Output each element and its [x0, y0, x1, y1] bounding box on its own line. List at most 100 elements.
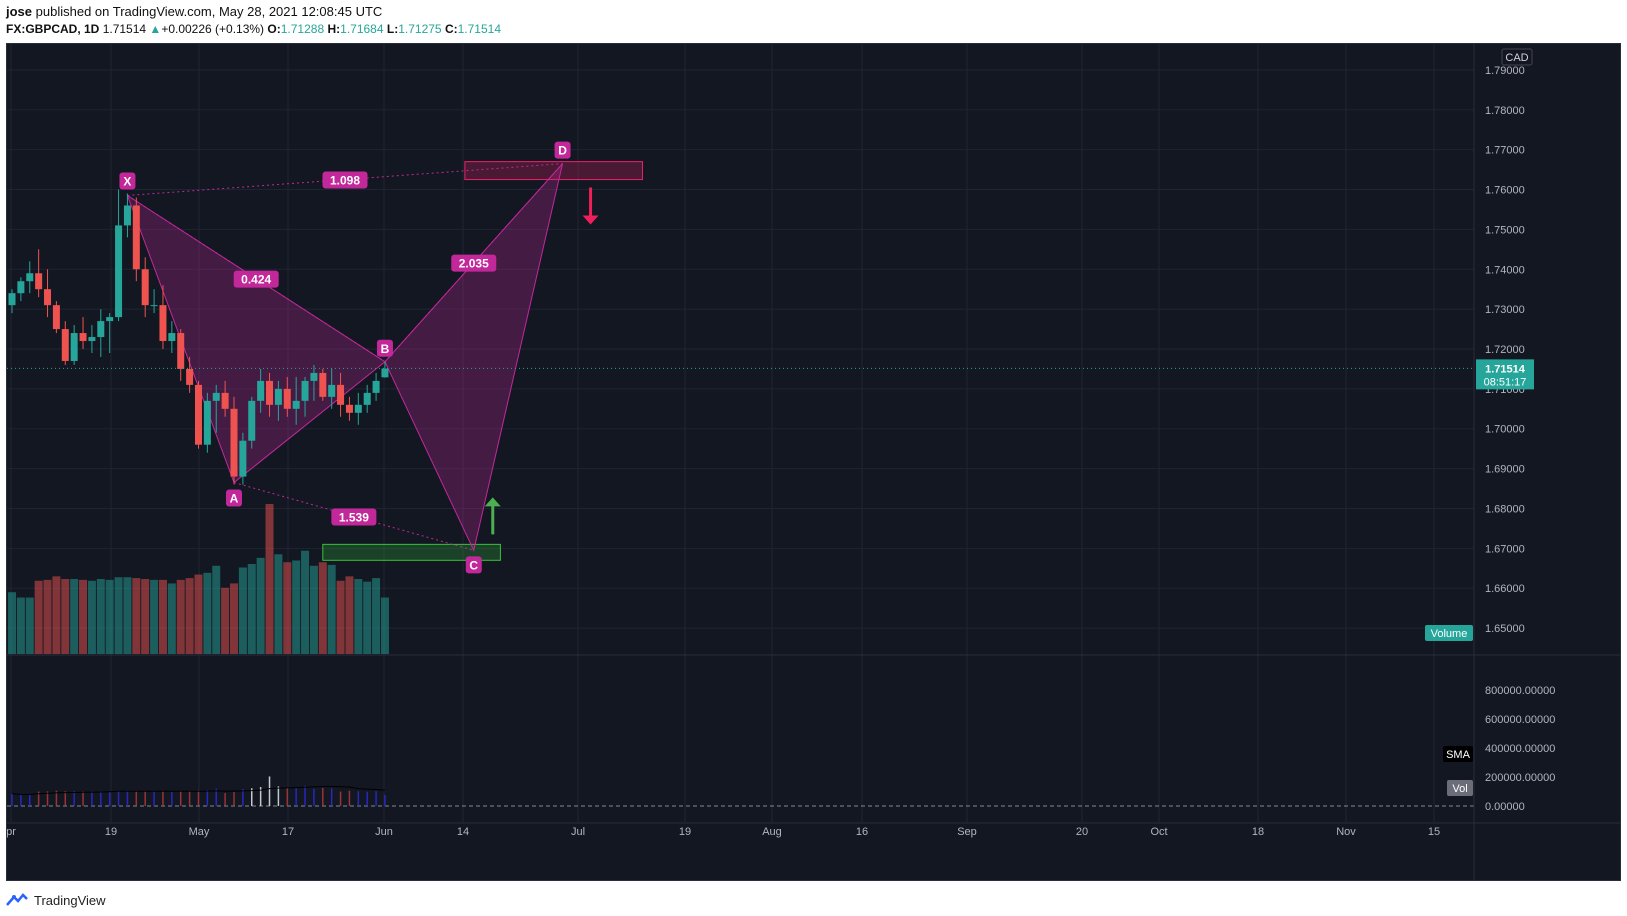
candle-body — [8, 293, 16, 306]
time-tick-label: Aug — [762, 826, 782, 838]
time-tick-label: 20 — [1076, 826, 1088, 838]
price-tick-label: 1.66000 — [1485, 583, 1525, 595]
candle-body — [221, 392, 229, 409]
candle-body — [283, 388, 291, 409]
volume-bar — [114, 577, 123, 654]
change-up-icon: ▲ — [149, 22, 162, 36]
point-label-b-badge — [376, 339, 393, 357]
point-label-c: C — [469, 558, 478, 572]
published-text: published on TradingView.com, May 28, 20… — [35, 4, 383, 19]
candle-body — [301, 380, 309, 401]
up-arrow-icon — [484, 497, 501, 535]
candle-body — [141, 269, 149, 306]
time-tick-label: Jun — [375, 826, 393, 838]
price-tick-label: 1.70000 — [1485, 424, 1525, 436]
volume-bar — [380, 597, 389, 654]
volume-bar — [52, 576, 61, 654]
indicator-tick-label: 800000.00000 — [1485, 685, 1555, 697]
volume-bar — [345, 576, 354, 654]
currency-label: CAD — [1505, 52, 1528, 64]
point-label-d-badge — [554, 141, 571, 159]
last-price-badge — [1476, 359, 1534, 390]
point-label-a-badge — [226, 489, 242, 507]
ratio-label: 0.424 — [241, 273, 271, 287]
change-value: +0.00226 (+0.13%) — [161, 22, 265, 36]
point-label-c-badge — [465, 556, 482, 574]
volume-bar — [8, 592, 16, 654]
author-name[interactable]: jose — [6, 4, 33, 19]
volume-bar — [16, 597, 25, 654]
high-value: 1.71684 — [340, 22, 384, 36]
candle-body — [61, 329, 69, 361]
candle-body — [44, 289, 52, 306]
sma-line — [11, 785, 386, 796]
last-price-label: 1.71514 — [1485, 363, 1526, 375]
candle-body — [230, 408, 238, 477]
candle-body — [35, 273, 43, 290]
candle-body — [257, 380, 265, 401]
candle-body — [337, 384, 345, 405]
candle-body — [26, 273, 34, 282]
axes: 1.79000 1.78000 1.77000 1.76000 1.75000 1.740… — [6, 44, 1620, 880]
symbol-label: FX:GBPCAD, 1D — [6, 22, 100, 36]
point-label-b: B — [381, 342, 390, 356]
time-tick-label: 14 — [457, 826, 469, 838]
vol-badge — [1447, 780, 1473, 796]
candle-body — [186, 368, 194, 385]
point-label-a: A — [230, 492, 239, 506]
candle-body — [345, 404, 353, 413]
time-tick-label: 19 — [679, 826, 691, 838]
volume-bar — [185, 578, 194, 654]
sma-label: SMA — [1446, 749, 1471, 761]
volume-bar — [274, 554, 283, 654]
volume-bar — [265, 504, 274, 654]
volume-bar — [221, 587, 230, 654]
candle-body — [52, 305, 60, 330]
down-arrow-icon — [582, 187, 599, 225]
candle-body — [239, 440, 247, 477]
volume-bar — [43, 579, 52, 654]
volume-bar — [309, 565, 318, 654]
pattern-ratio-line — [233, 482, 474, 551]
price-tick-label: 1.76000 — [1485, 185, 1525, 197]
time-tick-label: Jul — [571, 826, 585, 838]
price-tick-label: 1.75000 — [1485, 224, 1525, 236]
indicator-tick-label: 600000.00000 — [1485, 714, 1555, 726]
time-tick-label: 18 — [1252, 826, 1264, 838]
open-label: O: — [267, 22, 281, 36]
candle-body — [17, 281, 25, 294]
price-tick-label: 1.73000 — [1485, 304, 1525, 316]
sell-zone — [464, 161, 643, 181]
price-tick-label: 1.72000 — [1485, 344, 1525, 356]
chart-frame[interactable]: X A B C D 0.424 1.098 1.539 2.035 1.79000 1.78000… — [6, 43, 1621, 881]
price-tick-label: 1.67000 — [1485, 543, 1525, 555]
low-value: 1.71275 — [398, 22, 442, 36]
chart-canvas[interactable]: X A B C D 0.424 1.098 1.539 2.035 1.79000 1.78000… — [6, 44, 1620, 880]
volume-bar — [123, 577, 132, 654]
volume-bar — [256, 557, 265, 654]
volume-bar — [194, 574, 203, 654]
volume-bar — [150, 579, 159, 654]
candle-body — [168, 333, 176, 342]
candle-body — [123, 205, 131, 226]
footer-brand[interactable]: TradingView — [34, 892, 106, 908]
candle-body — [79, 333, 87, 342]
price-tick-label: 1.65000 — [1485, 623, 1525, 635]
tradingview-logo-icon — [6, 893, 28, 906]
low-label: L: — [386, 22, 399, 36]
candle-body — [310, 372, 318, 381]
volume-bar — [292, 560, 301, 654]
open-value: 1.71288 — [280, 22, 325, 36]
volume-bar — [61, 579, 70, 654]
ratio-label-badge — [233, 270, 279, 288]
time-tick-label: 19 — [105, 826, 117, 838]
candle-body — [70, 333, 78, 361]
time-tick-label: Oct — [1150, 826, 1167, 838]
candle-body — [150, 305, 158, 307]
volume-bar — [176, 579, 185, 654]
candle-body — [248, 400, 256, 441]
volume-bar — [79, 579, 88, 654]
volume-bar — [167, 583, 176, 654]
volume-bar — [301, 550, 310, 654]
ratio-label-badge — [331, 508, 377, 526]
